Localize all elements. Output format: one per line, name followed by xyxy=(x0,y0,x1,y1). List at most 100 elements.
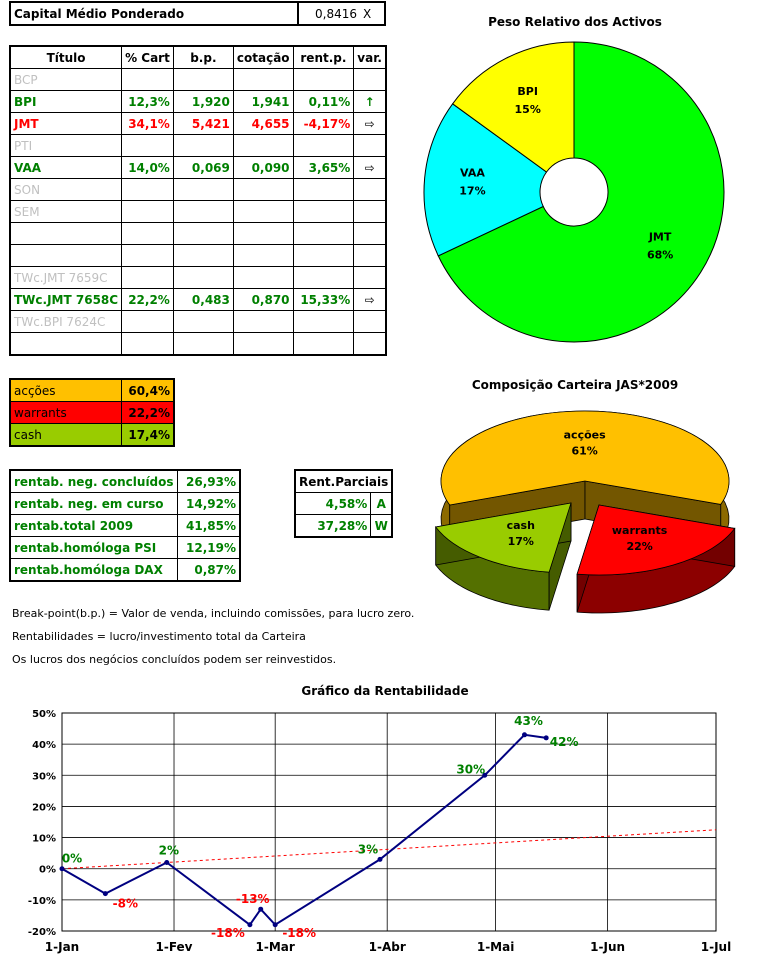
row-cart xyxy=(121,134,174,157)
portfolio-row xyxy=(9,332,387,356)
pie3d-slice-1 xyxy=(576,504,736,576)
row-titulo xyxy=(9,244,123,267)
composition-value: 60,4% xyxy=(121,378,175,402)
portfolio-row: VAA 14,0% 0,069 0,090 3,65% ⇨ xyxy=(9,156,387,179)
pie3d-slice-label: cash xyxy=(507,519,535,532)
row-bp: 1,920 xyxy=(172,90,234,113)
note-breakpoint: Break-point(b.p.) = Valor de venda, incl… xyxy=(12,607,415,620)
portfolio-row: SON xyxy=(9,178,387,201)
portfolio-header-row: Título % Cart b.p. cotação rent.p. var. xyxy=(9,45,387,69)
pie3d-slice-label: acções xyxy=(564,429,606,442)
rentab-label: rentab.total 2009 xyxy=(9,514,178,537)
doughnut-slice-jmt xyxy=(437,41,725,343)
x-tick-label: 1-Jan xyxy=(45,940,79,954)
portfolio-row: BPI 12,3% 1,920 1,941 0,11% ↑ xyxy=(9,90,387,113)
rentab-label: rentab. neg. em curso xyxy=(9,492,178,515)
note-lucros: Os lucros dos negócios concluídos podem … xyxy=(12,653,337,666)
capital-unit: X xyxy=(360,1,386,26)
rentab-table: rentab. neg. concluídos 26,93% rentab. ne… xyxy=(9,469,241,582)
rentab-label: rentab.homóloga DAX xyxy=(9,558,178,582)
row-bp xyxy=(172,178,234,201)
x-tick-label: 1-Mai xyxy=(477,940,514,954)
row-cotacao xyxy=(232,310,294,333)
row-bp: 5,421 xyxy=(172,112,234,135)
row-bp xyxy=(172,244,234,267)
composition-row: cash 17,4% xyxy=(9,423,175,447)
row-cotacao xyxy=(232,222,294,245)
row-titulo: TWc.BPI 7624C xyxy=(9,310,123,333)
rentabilidade-line xyxy=(61,733,547,927)
rent-parciais-value: 37,28% xyxy=(294,514,372,538)
row-cotacao: 1,941 xyxy=(232,90,294,113)
row-rent xyxy=(292,200,355,223)
row-bp xyxy=(172,266,234,289)
row-var xyxy=(353,332,387,356)
row-rent: 0,11% xyxy=(292,90,355,113)
y-tick-label: -10% xyxy=(28,896,56,907)
row-titulo xyxy=(9,332,123,356)
rentabilidade-point xyxy=(377,856,383,862)
composition-table: acções 60,4% warrants 22,2% cash 17,4% xyxy=(9,378,175,447)
doughnut-slice-label: VAA xyxy=(460,166,485,179)
rentabilidade-point-label: -18% xyxy=(282,926,316,940)
composition-label: cash xyxy=(9,423,122,447)
portfolio-row xyxy=(9,244,387,267)
row-cotacao xyxy=(232,266,294,289)
row-bp xyxy=(172,310,234,333)
rentabilidade-point-label: 0% xyxy=(62,852,82,866)
composition-value: 22,2% xyxy=(121,401,175,424)
y-tick-label: -20% xyxy=(28,927,56,938)
row-cotacao xyxy=(232,332,294,356)
rentabilidade-point-label: -8% xyxy=(113,897,138,911)
portfolio-row: PTI xyxy=(9,134,387,157)
rent-parciais-table: Rent.Parciais 4,58% A 37,28% W xyxy=(294,469,394,538)
row-var: ↑ xyxy=(353,90,387,113)
doughnut-slice-label: BPI xyxy=(517,85,538,98)
rentabilidade-point-label: 30% xyxy=(456,762,485,776)
rent-parciais-value: 4,58% xyxy=(294,492,372,515)
row-var xyxy=(353,222,387,245)
row-bp: 0,483 xyxy=(172,288,234,311)
doughnut-slice-bpi xyxy=(451,41,575,173)
row-var xyxy=(353,266,387,289)
row-rent xyxy=(292,310,355,333)
row-rent xyxy=(292,68,355,91)
row-bp: 0,069 xyxy=(172,156,234,179)
row-cart: 22,2% xyxy=(121,288,174,311)
pie3d-slice-value: 22% xyxy=(626,540,652,553)
rent-parciais-row: 37,28% W xyxy=(294,514,393,538)
row-rent xyxy=(292,222,355,245)
rentabilidade-point xyxy=(59,866,65,872)
row-var: ⇨ xyxy=(353,288,387,311)
row-cotacao: 0,090 xyxy=(232,156,294,179)
composition-value: 17,4% xyxy=(121,423,175,447)
row-titulo: PTI xyxy=(9,134,123,157)
pie3d-slice-0 xyxy=(440,410,730,506)
portfolio-row: BCP xyxy=(9,68,387,91)
row-bp xyxy=(172,200,234,223)
row-titulo: TWc.JMT 7659C xyxy=(9,266,123,289)
pie3d-chart-title: Composição Carteira JAS*2009 xyxy=(471,378,679,392)
row-rent xyxy=(292,266,355,289)
row-cart xyxy=(121,222,174,245)
rentabilidade-point xyxy=(102,891,108,897)
row-bp xyxy=(172,134,234,157)
row-bp xyxy=(172,332,234,356)
capital-value: 0,8416 xyxy=(297,1,360,26)
rentabilidade-point-label: 2% xyxy=(159,843,179,857)
line-chart: -20% -10% 0% 10% 20% 30% 40% 50% 1-Jan 1-Fev 1-Mar… xyxy=(28,709,731,954)
row-cotacao xyxy=(232,68,294,91)
rentabilidade-point xyxy=(521,732,527,738)
y-tick-label: 0% xyxy=(39,865,56,876)
rentab-row: rentab. neg. concluídos 26,93% xyxy=(9,469,241,493)
portfolio-table: Título % Cart b.p. cotação rent.p. var. … xyxy=(9,45,387,356)
row-rent: 15,33% xyxy=(292,288,355,311)
row-bp xyxy=(172,222,234,245)
row-cotacao xyxy=(232,200,294,223)
composition-row: acções 60,4% xyxy=(9,378,175,402)
x-tick-label: 1-Jul xyxy=(701,940,731,954)
rentabilidade-point-label: 43% xyxy=(514,714,543,728)
doughnut-chart: JMT 68% VAA 17% BPI 15% xyxy=(423,41,725,343)
row-var xyxy=(353,310,387,333)
row-titulo: TWc.JMT 7658C xyxy=(9,288,123,311)
